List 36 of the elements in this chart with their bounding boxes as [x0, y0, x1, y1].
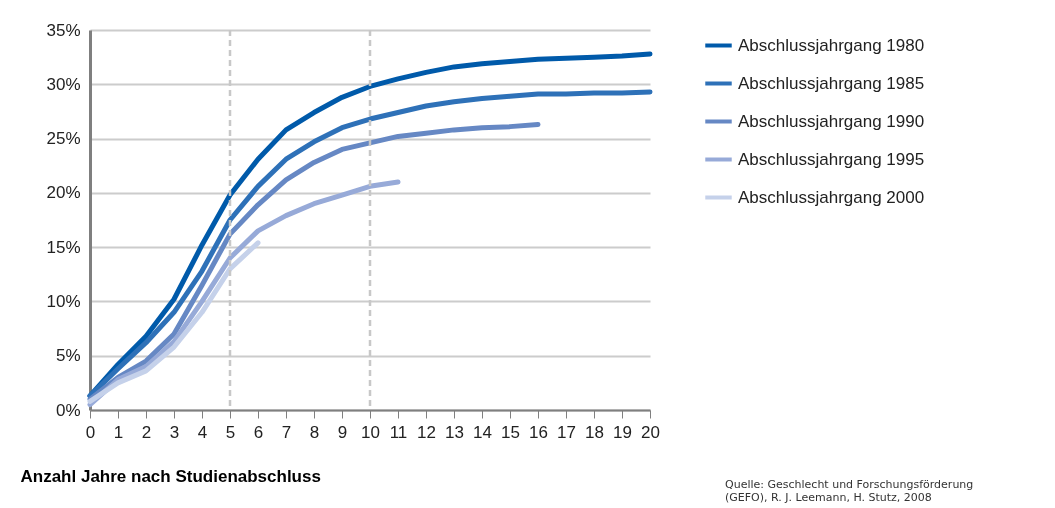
legend-label: Abschlussjahrgang 1995 [738, 149, 925, 169]
y-tick-label: 20% [46, 183, 81, 203]
y-tick-label: 25% [46, 129, 81, 149]
x-tick-label: 9 [337, 422, 348, 442]
x-tick-label: 18 [585, 422, 604, 442]
legend-label: Abschlussjahrgang 1980 [738, 35, 925, 55]
y-tick-label: 5% [55, 346, 81, 366]
x-tick-label: 16 [529, 422, 548, 442]
x-tick-label: 7 [281, 422, 292, 442]
x-tick-label: 14 [473, 422, 492, 442]
y-tick-label: 35% [46, 20, 81, 40]
x-tick-label: 0 [85, 422, 96, 442]
y-tick-label: 0% [55, 400, 81, 420]
x-tick-label: 11 [389, 422, 408, 442]
x-tick-label: 4 [197, 422, 208, 442]
source-note: Quelle: Geschlecht und Forschungsförderung (GEFO), R. J. Leemann, H. Stutz, 2008 [725, 478, 974, 504]
x-tick-label: 10 [361, 422, 380, 442]
x-tick-label: 5 [225, 422, 236, 442]
x-tick-label: 19 [613, 422, 632, 442]
x-tick-label: 6 [253, 422, 264, 442]
legend-label: Abschlussjahrgang 2000 [738, 187, 925, 207]
x-tick-label: 1 [113, 422, 124, 442]
y-tick-label: 30% [46, 74, 81, 94]
y-tick-label: 10% [46, 291, 81, 311]
legend-label: Abschlussjahrgang 1990 [738, 111, 925, 131]
x-tick-label: 12 [417, 422, 436, 442]
legend-label: Abschlussjahrgang 1985 [738, 73, 925, 93]
x-tick-label: 13 [445, 422, 464, 442]
x-tick-label: 15 [501, 422, 520, 442]
x-tick-label: 2 [141, 422, 152, 442]
x-tick-label: 3 [169, 422, 180, 442]
y-tick-label: 15% [46, 237, 81, 257]
x-tick-label: 20 [641, 422, 660, 442]
x-tick-label: 8 [309, 422, 320, 442]
x-tick-label: 17 [557, 422, 576, 442]
x-axis-title: Anzahl Jahre nach Studienabschluss [20, 466, 321, 486]
